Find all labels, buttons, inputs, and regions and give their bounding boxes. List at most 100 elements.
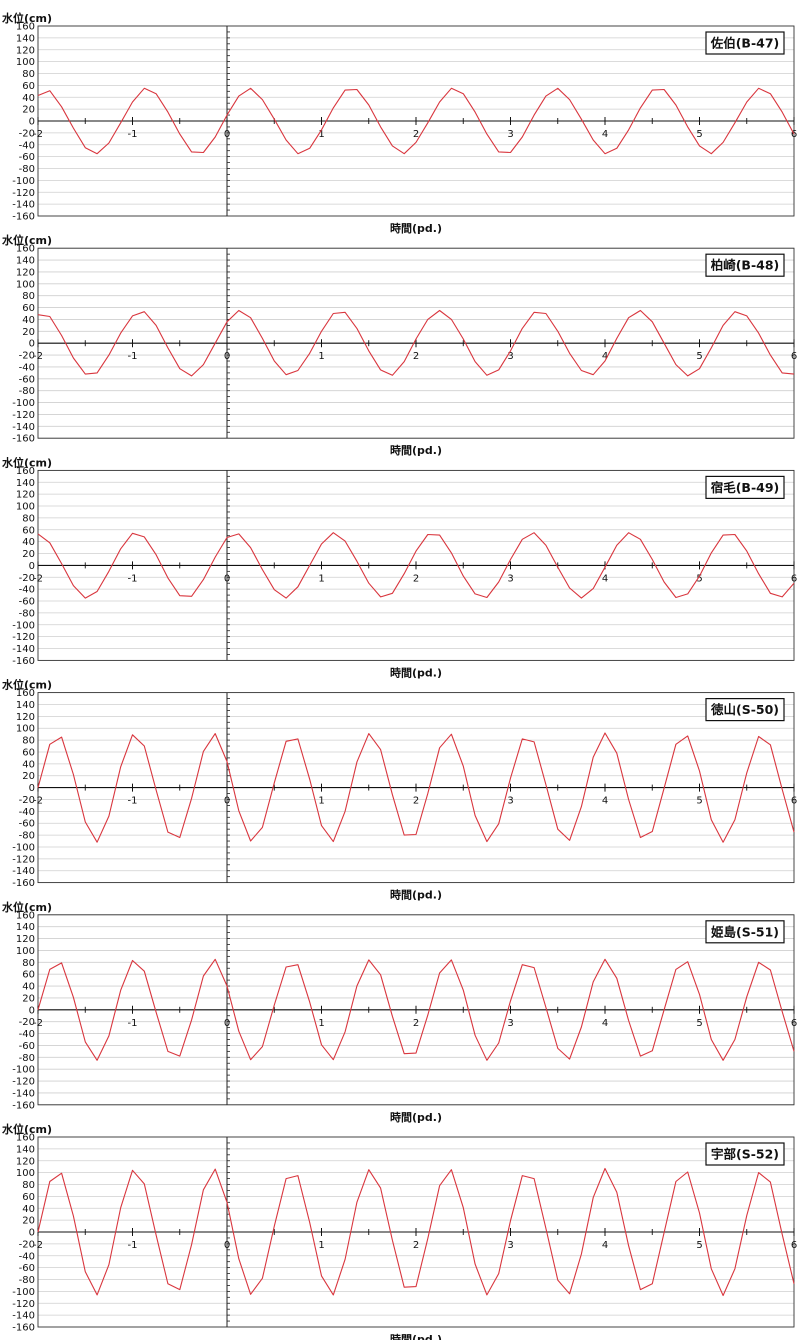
chart-panel-5: 水位(cm)160140120100806040200-20-40-60-80-… xyxy=(2,900,797,1124)
y-tick-label: 20 xyxy=(22,771,35,782)
y-tick-label: 140 xyxy=(16,256,35,267)
x-tick-label: 2 xyxy=(413,796,419,807)
x-tick-label: -2 xyxy=(33,796,43,807)
x-tick-label: -2 xyxy=(33,1018,43,1029)
chart-panel-1: 水位(cm)160140120100806040200-20-40-60-80-… xyxy=(2,11,797,235)
x-tick-label: 4 xyxy=(602,1240,608,1251)
x-tick-label: -1 xyxy=(128,573,138,584)
x-tick-label: 2 xyxy=(413,573,419,584)
y-tick-label: 120 xyxy=(16,490,35,501)
x-tick-label: 0 xyxy=(224,1018,230,1029)
y-tick-label: 120 xyxy=(16,712,35,723)
series-line-1 xyxy=(37,309,795,377)
y-tick-label: -120 xyxy=(12,1299,35,1310)
y-tick-label: -160 xyxy=(12,434,35,445)
y-tick-label: 100 xyxy=(16,57,35,68)
y-tick-label: 20 xyxy=(22,327,35,338)
chart-panel-2: 水位(cm)160140120100806040200-20-40-60-80-… xyxy=(2,233,797,457)
y-axis-label: 水位(cm) xyxy=(2,900,52,914)
y-tick-label: 140 xyxy=(16,922,35,933)
y-tick-label: -160 xyxy=(12,1323,35,1334)
y-tick-label: 80 xyxy=(22,69,35,80)
y-tick-label: 80 xyxy=(22,736,35,747)
x-axis-label: 時間(pd.) xyxy=(390,1332,442,1340)
y-tick-label: -40 xyxy=(19,1029,35,1040)
x-tick-label: 3 xyxy=(507,1240,513,1251)
y-tick-label: -140 xyxy=(12,866,35,877)
chart-panel-4: 水位(cm)160140120100806040200-20-40-60-80-… xyxy=(2,678,797,902)
y-tick-label: 40 xyxy=(22,537,35,548)
x-tick-label: 5 xyxy=(696,1240,702,1251)
y-tick-label: 60 xyxy=(22,303,35,314)
y-axis-label: 水位(cm) xyxy=(2,233,52,247)
y-tick-label: 40 xyxy=(22,1204,35,1215)
y-tick-label: -80 xyxy=(19,1053,35,1064)
y-tick-label: -100 xyxy=(12,1287,35,1298)
y-tick-label: -100 xyxy=(12,620,35,631)
y-tick-label: -120 xyxy=(12,410,35,421)
x-tick-label: 3 xyxy=(507,129,513,140)
y-tick-label: -120 xyxy=(12,1077,35,1088)
x-axis-label: 時間(pd.) xyxy=(390,1110,442,1124)
y-tick-label: -40 xyxy=(19,585,35,596)
y-tick-label: -160 xyxy=(12,878,35,889)
y-tick-label: -20 xyxy=(19,351,35,362)
y-tick-label: 100 xyxy=(16,279,35,290)
x-tick-label: 3 xyxy=(507,796,513,807)
x-tick-label: 5 xyxy=(696,1018,702,1029)
y-tick-label: 100 xyxy=(16,502,35,513)
y-tick-label: 120 xyxy=(16,267,35,278)
y-tick-label: -20 xyxy=(19,128,35,139)
x-tick-label: -2 xyxy=(33,573,43,584)
y-tick-label: -20 xyxy=(19,1017,35,1028)
y-tick-label: 60 xyxy=(22,747,35,758)
y-tick-label: -20 xyxy=(19,1239,35,1250)
y-tick-label: 0 xyxy=(29,1005,35,1016)
x-tick-label: 4 xyxy=(602,1018,608,1029)
y-tick-label: -100 xyxy=(12,842,35,853)
y-tick-label: 0 xyxy=(29,1228,35,1239)
y-tick-label: -100 xyxy=(12,398,35,409)
y-tick-label: -120 xyxy=(12,632,35,643)
y-tick-label: 0 xyxy=(29,339,35,350)
y-axis-label: 水位(cm) xyxy=(2,455,52,469)
x-tick-label: -1 xyxy=(128,1018,138,1029)
y-tick-label: 60 xyxy=(22,1192,35,1203)
x-tick-label: 2 xyxy=(413,129,419,140)
y-tick-label: 40 xyxy=(22,315,35,326)
y-tick-label: -160 xyxy=(12,1100,35,1111)
x-tick-label: 4 xyxy=(602,351,608,362)
series-line-1 xyxy=(37,87,795,155)
y-tick-label: -120 xyxy=(12,188,35,199)
y-tick-label: -80 xyxy=(19,831,35,842)
station-title: 佐伯(B-47) xyxy=(710,36,780,51)
y-tick-label: -60 xyxy=(19,1041,35,1052)
y-tick-label: -100 xyxy=(12,1065,35,1076)
y-tick-label: 120 xyxy=(16,934,35,945)
y-tick-label: -80 xyxy=(19,608,35,619)
x-tick-label: 0 xyxy=(224,796,230,807)
y-tick-label: 80 xyxy=(22,1180,35,1191)
y-tick-label: 140 xyxy=(16,478,35,489)
y-tick-label: 20 xyxy=(22,105,35,116)
y-tick-label: 160 xyxy=(16,1133,35,1144)
y-tick-label: 120 xyxy=(16,1156,35,1167)
x-tick-label: 1 xyxy=(318,1240,324,1251)
station-title: 宿毛(B-49) xyxy=(711,480,780,495)
y-tick-label: -40 xyxy=(19,140,35,151)
x-tick-label: 1 xyxy=(318,129,324,140)
y-tick-label: 100 xyxy=(16,1168,35,1179)
y-tick-label: 0 xyxy=(29,561,35,572)
x-tick-label: -1 xyxy=(128,351,138,362)
x-axis-label: 時間(pd.) xyxy=(390,665,442,679)
y-tick-label: -120 xyxy=(12,854,35,865)
x-tick-label: 5 xyxy=(696,573,702,584)
x-tick-label: -2 xyxy=(33,1240,43,1251)
chart-panel-6: 水位(cm)160140120100806040200-20-40-60-80-… xyxy=(2,1122,797,1340)
x-tick-label: 6 xyxy=(791,796,797,807)
x-tick-label: 6 xyxy=(791,1240,797,1251)
y-tick-label: -100 xyxy=(12,176,35,187)
y-tick-label: -140 xyxy=(12,422,35,433)
y-tick-label: -60 xyxy=(19,152,35,163)
